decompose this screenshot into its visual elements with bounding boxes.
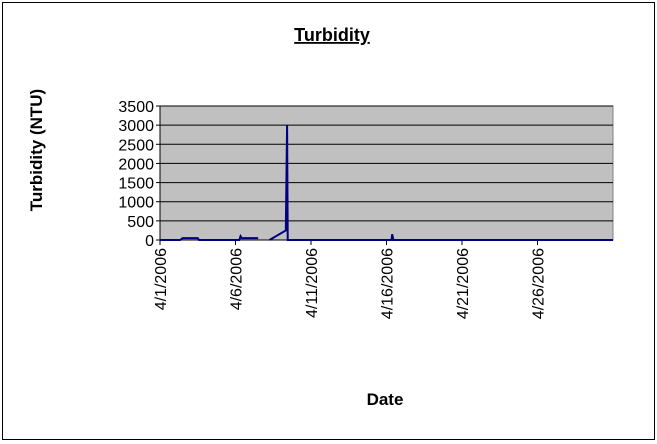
plot-area — [159, 105, 614, 241]
x-tick-label: 4/6/2006 — [229, 248, 246, 310]
data-line — [160, 125, 613, 241]
x-tick-label: 4/11/2006 — [304, 248, 321, 318]
x-tick-label: 4/26/2006 — [531, 248, 548, 319]
y-tick-label: 3500 — [118, 99, 154, 116]
x-tick-label: 4/21/2006 — [455, 248, 472, 319]
x-tick-label: 4/16/2006 — [380, 248, 397, 319]
y-tick-label: 2500 — [118, 137, 154, 154]
y-axis-label: Turbidity (NTU) — [27, 89, 46, 211]
y-tick-label: 500 — [127, 214, 154, 231]
y-tick-label: 1500 — [118, 176, 154, 193]
y-tick-label: 3000 — [118, 118, 154, 135]
y-tick-label: 2000 — [118, 156, 154, 173]
y-tick-label: 1000 — [118, 195, 154, 212]
y-tick-label: 0 — [145, 233, 154, 250]
x-axis-label: Date — [367, 390, 404, 409]
chart-title: Turbidity — [294, 25, 370, 45]
x-tick-label: 4/1/2006 — [153, 248, 170, 310]
